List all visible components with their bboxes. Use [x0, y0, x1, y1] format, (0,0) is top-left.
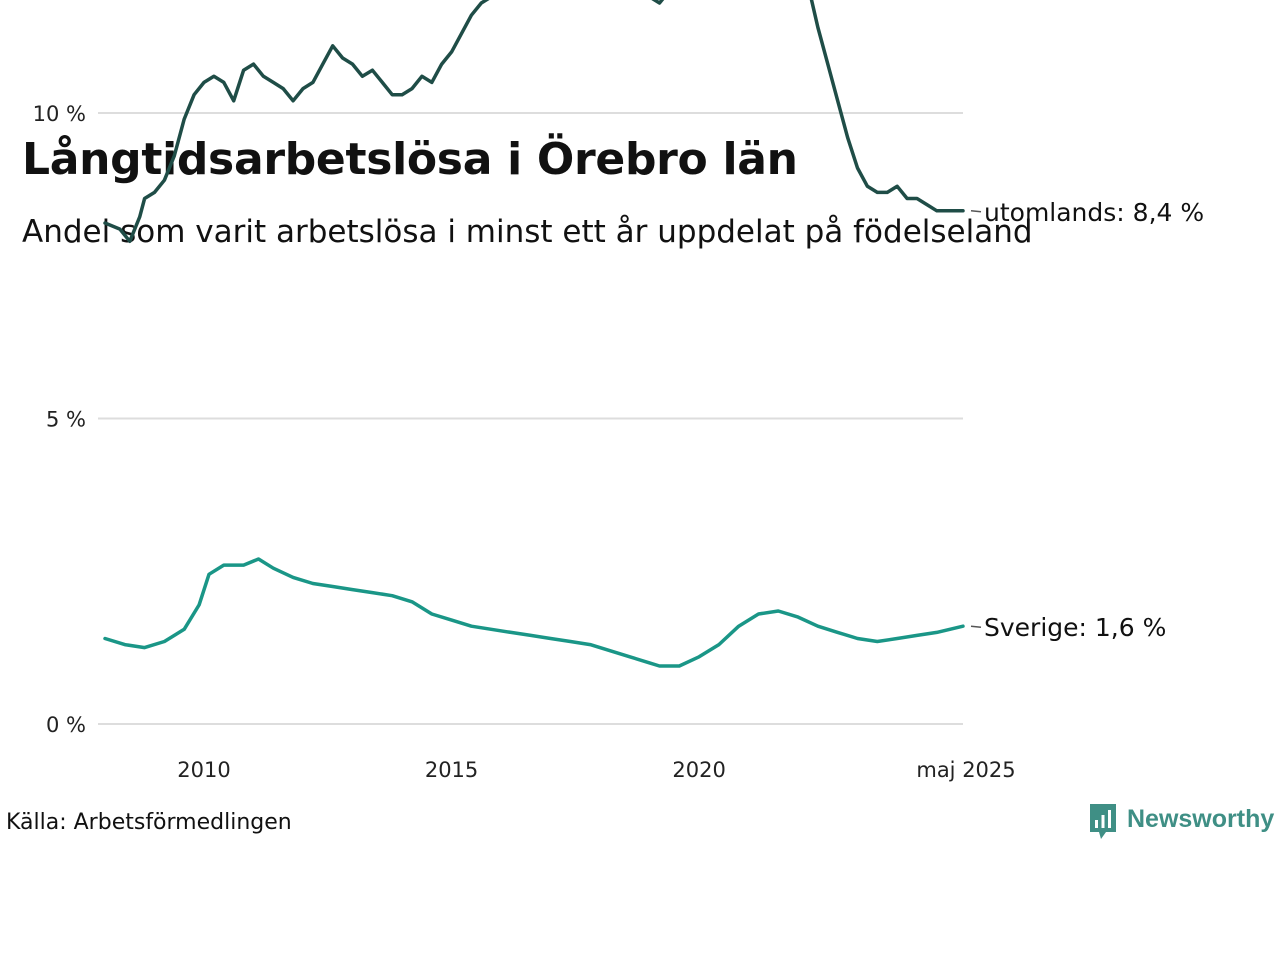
end-label-connector — [970, 210, 982, 213]
chart-subtitle: Andel som varit arbetslösa i minst ett å… — [22, 214, 1033, 250]
newsworthy-logo-icon — [1090, 804, 1116, 839]
series-lines — [103, 0, 965, 668]
y-tick-label: 10 % — [33, 102, 86, 126]
brand-name: Newsworthy — [1127, 805, 1275, 833]
x-tick-label: maj 2025 — [916, 758, 1015, 782]
series-line-utomlands — [103, 0, 965, 244]
end-label-connector — [970, 625, 982, 628]
series-end-label-sverige: Sverige: 1,6 % — [984, 613, 1166, 642]
series-end-labels: utomlands: 8,4 % Sverige: 1,6 % — [970, 198, 1204, 642]
series-end-label-utomlands: utomlands: 8,4 % — [984, 198, 1204, 227]
y-tick-label: 0 % — [46, 713, 86, 737]
chart-title: Långtidsarbetslösa i Örebro län — [22, 134, 798, 185]
x-tick-label: 2020 — [672, 758, 725, 782]
source-credit: Källa: Arbetsförmedlingen — [6, 810, 292, 835]
x-tick-label: 2010 — [177, 758, 230, 782]
gridlines — [98, 112, 963, 725]
y-axis-ticks: 0 % 5 % 10 % — [33, 102, 86, 737]
x-axis-ticks: 2010 2015 2020 maj 2025 — [177, 758, 1015, 782]
series-line-sverige — [103, 557, 965, 668]
y-tick-label: 5 % — [46, 408, 86, 432]
newsworthy-logo[interactable]: Newsworthy — [1088, 802, 1274, 842]
x-tick-label: 2015 — [425, 758, 478, 782]
